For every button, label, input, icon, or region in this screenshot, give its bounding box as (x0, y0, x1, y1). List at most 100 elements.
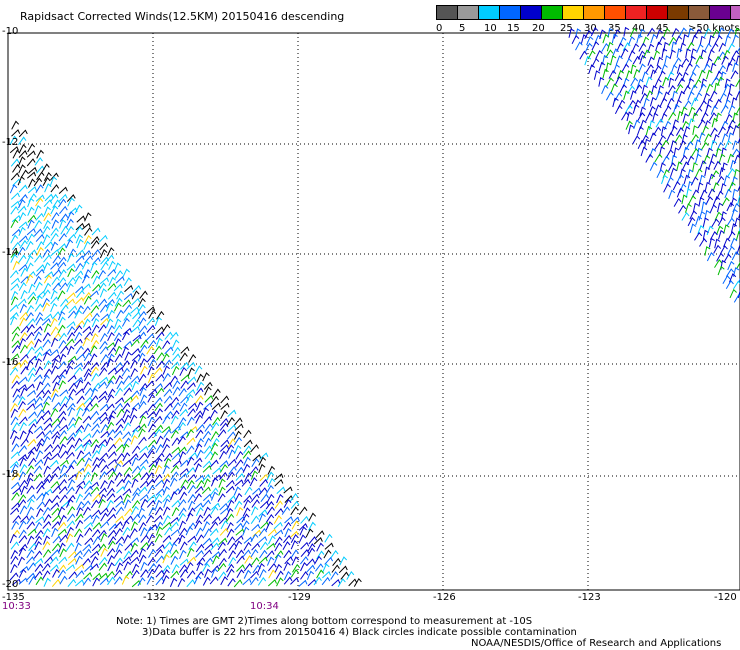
wind-barb (162, 465, 170, 475)
wind-barb (268, 535, 276, 545)
wind-barb (228, 542, 237, 551)
wind-barb (131, 445, 141, 454)
wind-barb (50, 184, 60, 193)
wind-barb (227, 577, 236, 587)
wind-barb (43, 274, 52, 284)
wind-barb (721, 133, 729, 143)
wind-barb (265, 521, 274, 531)
wind-barb (162, 437, 171, 447)
wind-barb (59, 575, 68, 585)
wind-barb (74, 204, 83, 214)
wind-barb (663, 41, 669, 52)
wind-barb (330, 571, 339, 580)
wind-barb (107, 309, 115, 320)
wind-barb (661, 155, 670, 165)
wind-barb (138, 521, 147, 531)
wind-barb (67, 345, 75, 355)
wind-barb (50, 317, 58, 327)
wind-barb (219, 460, 229, 468)
wind-barb (147, 568, 156, 578)
wind-barb (601, 42, 610, 52)
wind-barb (90, 499, 100, 509)
wind-barb (225, 485, 235, 494)
wind-barb (140, 542, 150, 550)
wind-barb (698, 210, 706, 221)
wind-barb (163, 382, 173, 390)
legend-label: 35 (608, 23, 621, 34)
wind-barb (65, 218, 74, 228)
wind-barb (674, 35, 683, 45)
wind-barb (706, 147, 713, 158)
wind-barb (284, 527, 292, 538)
wind-barb (114, 367, 124, 375)
wind-barb (179, 352, 188, 361)
wind-barb (714, 98, 722, 108)
wind-barb (59, 353, 67, 363)
wind-barb (52, 199, 61, 209)
wind-barb (732, 62, 739, 72)
wind-barb (726, 125, 734, 135)
wind-barb (605, 91, 614, 101)
wind-barb (92, 577, 100, 587)
wind-barb (115, 397, 125, 405)
wind-barb (251, 506, 259, 516)
wind-barb (580, 34, 588, 44)
wind-barb (171, 499, 181, 508)
wind-barb (241, 520, 250, 530)
wind-barb (51, 354, 61, 362)
wind-barb (19, 463, 28, 473)
wind-barb (202, 537, 212, 546)
wind-barb (186, 479, 195, 489)
wind-barb (132, 487, 141, 496)
wind-barb (640, 92, 648, 102)
wind-barb (42, 570, 51, 580)
wind-barb (50, 302, 58, 313)
lon-label: -120 (714, 592, 737, 603)
wind-barb (12, 514, 22, 524)
wind-barb (610, 55, 617, 65)
wind-barb (300, 571, 309, 580)
wind-barb (10, 315, 18, 326)
wind-barb (717, 202, 724, 213)
wind-barb (89, 481, 99, 489)
wind-barb (90, 305, 100, 314)
wind-barb (107, 540, 116, 550)
wind-barb (19, 344, 28, 354)
wind-barb (163, 452, 173, 462)
wind-barb (90, 486, 100, 495)
wind-barb (731, 97, 738, 107)
wind-barb (44, 443, 53, 452)
wind-barb (57, 564, 67, 573)
wind-barb (18, 454, 28, 462)
wind-barb (727, 260, 735, 271)
wind-barb (83, 441, 92, 452)
wind-barb (243, 541, 252, 551)
wind-barb (58, 193, 68, 202)
wind-barb (723, 253, 732, 263)
wind-barb (290, 516, 300, 525)
wind-barb (251, 499, 260, 508)
wind-barb (655, 90, 663, 101)
wind-barb (196, 449, 204, 459)
wind-barb (17, 246, 26, 256)
wind-barb (43, 219, 51, 229)
wind-barb (122, 268, 130, 278)
wind-barb (82, 415, 92, 424)
legend-label: 10 (484, 23, 497, 34)
wind-barb (74, 331, 83, 341)
wind-barb (50, 365, 59, 375)
wind-barb (65, 239, 74, 249)
wind-barb (701, 125, 709, 135)
wind-barb (729, 288, 737, 299)
wind-barb (34, 358, 43, 368)
wind-barb (203, 402, 213, 410)
wind-barb (57, 290, 66, 300)
wind-barb (52, 485, 61, 494)
wind-barb (289, 530, 299, 539)
wind-barb (220, 410, 228, 420)
wind-barb (18, 164, 26, 174)
wind-barb (178, 473, 188, 481)
wind-barb (146, 575, 155, 585)
wind-barb (19, 505, 28, 515)
wind-barb (84, 331, 93, 340)
